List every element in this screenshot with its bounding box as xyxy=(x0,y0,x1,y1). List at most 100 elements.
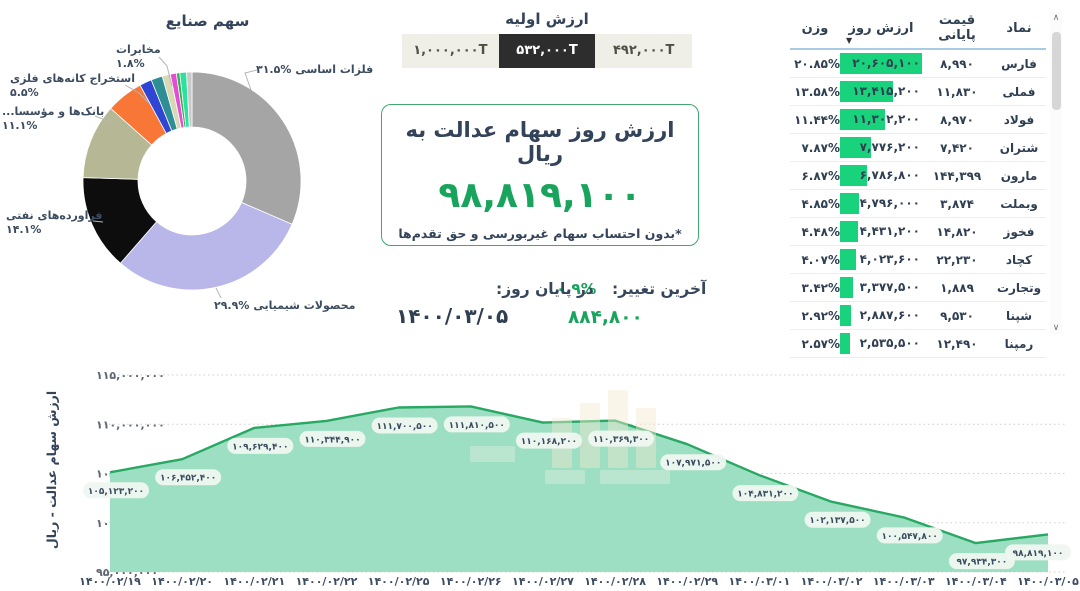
table-row[interactable]: شپنا ۹,۵۳۰ ۲,۸۸۷,۶۰۰ ۲.۹۲% xyxy=(790,302,1046,330)
point-label: ۱۰۶,۴۵۲,۴۰۰ xyxy=(160,474,216,484)
day-value-bar xyxy=(840,333,851,354)
day-value-bar xyxy=(840,165,867,186)
point-label: ۱۰۵,۱۲۳,۲۰۰ xyxy=(88,487,144,497)
point-label-pill xyxy=(588,430,655,447)
donut-slice[interactable] xyxy=(186,71,193,128)
x-tick-label: ۱۴۰۰/۰۳/۰۴ xyxy=(945,575,1007,588)
cell-weight: ۴.۴۸% xyxy=(801,224,840,239)
table-row[interactable]: فارس ۸,۹۹۰ ۲۰,۶۰۵,۱۰۰ ۲۰.۸۵% xyxy=(790,50,1046,78)
last-change-amount: ۸۸۴,۸۰۰ xyxy=(568,307,643,328)
cell-day-value: ۲۰,۶۰۵,۱۰۰ xyxy=(840,50,922,77)
donut-label-banks: بانک‌ها و مؤسسا... ۱۱.۱% xyxy=(2,105,104,134)
cell-day-value: ۴,۷۹۶,۰۰۰ xyxy=(840,190,922,217)
table-header-row: نماد قیمت پایانی ارزش روز ▼ وزن xyxy=(790,8,1046,50)
pct-label: ۱.۸% xyxy=(116,57,145,71)
day-value-bar xyxy=(840,193,860,214)
initial-value-tab-1[interactable]: ۵۳۲,۰۰۰T xyxy=(498,34,596,68)
scroll-up-icon[interactable]: ∧ xyxy=(1052,13,1060,23)
cell-closing-price: ۱۴۴,۳۹۹ xyxy=(932,168,982,183)
y-tick-label: ۱۱۵,۰۰۰,۰۰۰ xyxy=(96,369,165,382)
area-fill xyxy=(110,406,1048,572)
cell-symbol: رمپنا xyxy=(1004,336,1034,351)
table-row[interactable]: فخوز ۱۴,۸۲۰ ۴,۴۳۱,۲۰۰ ۴.۴۸% xyxy=(790,218,1046,246)
day-value-text: ۲۰,۶۰۵,۱۰۰ xyxy=(852,56,920,70)
initial-value-tab-0[interactable]: ۱,۰۰۰,۰۰۰T xyxy=(413,43,488,58)
scroll-down-icon[interactable]: ∨ xyxy=(1052,323,1060,333)
cell-symbol: وبملت xyxy=(1000,196,1038,211)
cell-weight: ۲.۹۲% xyxy=(801,308,840,323)
pct-label: ۵.۵% xyxy=(10,86,39,100)
pct-label: ۲۹.۹% xyxy=(214,299,250,312)
day-value-text: ۷,۷۷۶,۲۰۰ xyxy=(859,140,920,154)
cell-day-value: ۳,۳۷۷,۵۰۰ xyxy=(840,274,922,301)
col-header-day-value[interactable]: ارزش روز ▼ xyxy=(840,20,922,45)
initial-value-tabs: ۱,۰۰۰,۰۰۰T ۵۳۲,۰۰۰T ۴۹۲,۰۰۰T xyxy=(402,34,692,68)
table-row[interactable]: شتران ۷,۴۲۰ ۷,۷۷۶,۲۰۰ ۷.۸۷% xyxy=(790,134,1046,162)
col-header-closing-price[interactable]: قیمت پایانی xyxy=(938,13,976,43)
table-row[interactable]: کچاد ۲۲,۲۳۰ ۴,۰۲۳,۶۰۰ ۴.۰۷% xyxy=(790,246,1046,274)
leader-line-metals xyxy=(244,69,258,91)
cell-closing-price: ۱,۸۸۹ xyxy=(940,280,974,295)
day-value-text: ۶,۷۸۶,۸۰۰ xyxy=(859,168,920,182)
donut-slice[interactable] xyxy=(119,201,293,291)
cell-symbol: مارون xyxy=(1000,168,1038,183)
table-row[interactable]: فملی ۱۱,۸۳۰ ۱۳,۴۱۵,۲۰۰ ۱۳.۵۸% xyxy=(790,78,1046,106)
day-value-text: ۴,۴۳۱,۲۰۰ xyxy=(859,224,920,238)
donut-label-metal-mining: استخراج کانه‌های فلزی ۵.۵% xyxy=(10,72,135,101)
x-tick-label: ۱۴۰۰/۰۲/۱۹ xyxy=(79,575,141,588)
table-row[interactable]: رمپنا ۱۲,۴۹۰ ۲,۵۳۵,۵۰۰ ۲.۵۷% xyxy=(790,330,1046,358)
cell-symbol: فملی xyxy=(1002,84,1036,99)
x-tick-label: ۱۴۰۰/۰۲/۲۱ xyxy=(223,575,285,588)
sort-desc-icon[interactable]: ▼ xyxy=(846,35,853,45)
leader-line-chemicals xyxy=(215,287,222,299)
cell-day-value: ۴,۴۳۱,۲۰۰ xyxy=(840,218,922,245)
cell-day-value: ۲,۵۳۵,۵۰۰ xyxy=(840,330,922,357)
col-header-symbol[interactable]: نماد xyxy=(1006,20,1032,36)
industry-share-title: سهم صنایع xyxy=(165,12,250,30)
y-tick-label: ۱۱۰,۰۰۰,۰۰۰ xyxy=(96,418,165,431)
cell-weight: ۱۱.۴۴% xyxy=(794,112,840,127)
table-row[interactable]: وبملت ۳,۸۷۴ ۴,۷۹۶,۰۰۰ ۴.۸۵% xyxy=(790,190,1046,218)
point-label-pill xyxy=(371,417,438,434)
point-label-pill xyxy=(804,511,871,528)
pct-label: ۳۱.۵% xyxy=(256,63,292,76)
x-tick-label: ۱۴۰۰/۰۲/۲۹ xyxy=(656,575,718,588)
donut-slice[interactable] xyxy=(191,71,302,225)
cell-day-value: ۱۳,۴۱۵,۲۰۰ xyxy=(840,78,922,105)
col-header-weight[interactable]: وزن xyxy=(801,20,829,36)
day-value-bar xyxy=(840,137,871,158)
symbols-table: نماد قیمت پایانی ارزش روز ▼ وزن فارس ۸,۹۹… xyxy=(790,8,1046,358)
point-label: ۱۰۷,۹۷۱,۵۰۰ xyxy=(665,459,721,469)
day-value-bar xyxy=(840,249,856,270)
cell-day-value: ۶,۷۸۶,۸۰۰ xyxy=(840,162,922,189)
slice-name: فراورده‌های نفتی xyxy=(6,209,103,222)
point-label-pill xyxy=(299,430,366,447)
cell-symbol: کچاد xyxy=(1005,252,1033,267)
point-label-pill xyxy=(227,437,294,454)
table-row[interactable]: مارون ۱۴۴,۳۹۹ ۶,۷۸۶,۸۰۰ ۶.۸۷% xyxy=(790,162,1046,190)
cell-weight: ۲.۵۷% xyxy=(801,336,840,351)
cell-weight: ۷.۸۷% xyxy=(801,140,840,155)
table-row[interactable]: وتجارت ۱,۸۸۹ ۳,۳۷۷,۵۰۰ ۳.۴۲% xyxy=(790,274,1046,302)
cell-closing-price: ۳,۸۷۴ xyxy=(940,196,974,211)
day-value-bar xyxy=(840,81,894,102)
cell-closing-price: ۱۴,۸۲۰ xyxy=(936,224,978,239)
table-scrollbar[interactable]: ∧ ∨ xyxy=(1050,12,1062,334)
day-value-text: ۴,۰۲۳,۶۰۰ xyxy=(859,252,920,266)
cell-symbol: شپنا xyxy=(1005,308,1033,323)
point-label-pill xyxy=(948,553,1015,570)
cell-weight: ۲۰.۸۵% xyxy=(794,56,840,71)
day-value-bar xyxy=(840,277,854,298)
col-header-day-value-label: ارزش روز xyxy=(848,20,914,36)
pct-label: ۱۱.۱% xyxy=(2,119,38,133)
x-tick-label: ۱۴۰۰/۰۳/۰۲ xyxy=(801,575,863,588)
area-line xyxy=(109,405,1049,545)
day-value-text: ۱۱,۳۰۲,۲۰۰ xyxy=(852,112,920,126)
slice-name: استخراج کانه‌های فلزی xyxy=(10,72,135,85)
point-label: ۱۰۲,۱۳۷,۵۰۰ xyxy=(809,516,865,526)
cell-weight: ۴.۰۷% xyxy=(801,252,840,267)
initial-value-tab-2[interactable]: ۴۹۲,۰۰۰T xyxy=(612,43,675,58)
scrollbar-thumb[interactable] xyxy=(1051,32,1061,110)
table-row[interactable]: فولاد ۸,۹۷۰ ۱۱,۳۰۲,۲۰۰ ۱۱.۴۴% xyxy=(790,106,1046,134)
point-label: ۱۱۱,۷۰۰,۵۰۰ xyxy=(376,422,432,432)
